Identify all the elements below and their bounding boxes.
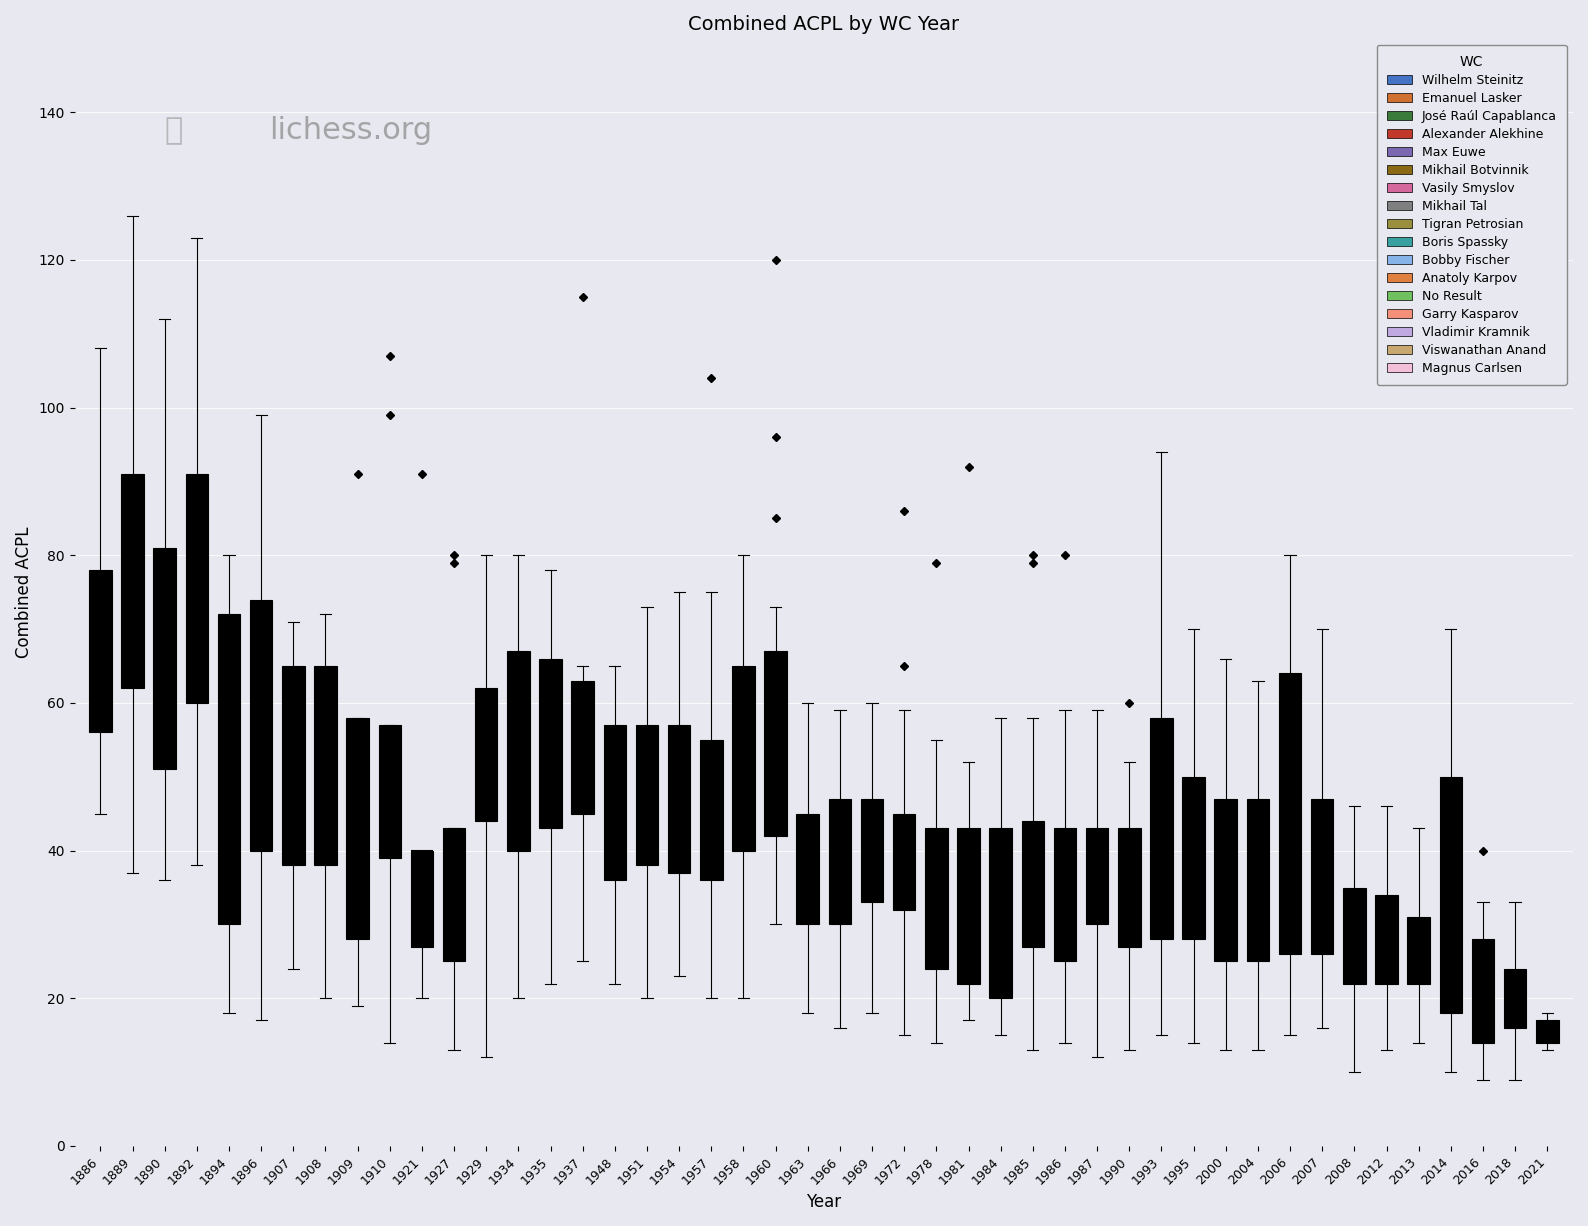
PathPatch shape [572,680,594,814]
PathPatch shape [1183,777,1205,939]
PathPatch shape [154,548,176,770]
PathPatch shape [411,851,434,946]
Text: 🐴: 🐴 [165,116,183,145]
PathPatch shape [603,725,626,880]
PathPatch shape [1215,799,1237,961]
PathPatch shape [443,829,465,961]
PathPatch shape [283,666,305,866]
PathPatch shape [314,666,337,866]
PathPatch shape [1021,821,1043,946]
PathPatch shape [700,739,723,880]
Y-axis label: Combined ACPL: Combined ACPL [14,526,33,658]
PathPatch shape [926,829,948,969]
PathPatch shape [218,614,240,924]
PathPatch shape [829,799,851,924]
PathPatch shape [1247,799,1269,961]
PathPatch shape [1278,673,1301,954]
PathPatch shape [1536,1020,1558,1042]
Legend: Wilhelm Steinitz, Emanuel Lasker, José Raúl Capablanca, Alexander Alekhine, Max : Wilhelm Steinitz, Emanuel Lasker, José R… [1377,44,1567,385]
PathPatch shape [1086,829,1108,924]
PathPatch shape [861,799,883,902]
PathPatch shape [1407,917,1429,983]
PathPatch shape [346,717,368,939]
PathPatch shape [635,725,659,866]
PathPatch shape [1150,717,1172,939]
PathPatch shape [1118,829,1140,946]
PathPatch shape [1054,829,1077,961]
PathPatch shape [1312,799,1334,954]
X-axis label: Year: Year [807,1193,842,1211]
PathPatch shape [475,688,497,821]
PathPatch shape [378,725,402,858]
PathPatch shape [1375,895,1397,983]
PathPatch shape [540,658,562,829]
PathPatch shape [797,814,819,924]
Title: Combined ACPL by WC Year: Combined ACPL by WC Year [688,15,959,34]
PathPatch shape [732,666,754,851]
PathPatch shape [764,651,786,836]
PathPatch shape [121,474,145,688]
PathPatch shape [1472,939,1494,1042]
PathPatch shape [1343,888,1366,983]
PathPatch shape [1440,777,1463,1013]
PathPatch shape [1504,969,1526,1027]
PathPatch shape [669,725,691,873]
PathPatch shape [507,651,530,851]
PathPatch shape [989,829,1012,998]
PathPatch shape [892,814,915,910]
Text: lichess.org: lichess.org [270,116,432,145]
PathPatch shape [249,600,273,851]
PathPatch shape [89,570,111,732]
PathPatch shape [958,829,980,983]
PathPatch shape [186,474,208,702]
